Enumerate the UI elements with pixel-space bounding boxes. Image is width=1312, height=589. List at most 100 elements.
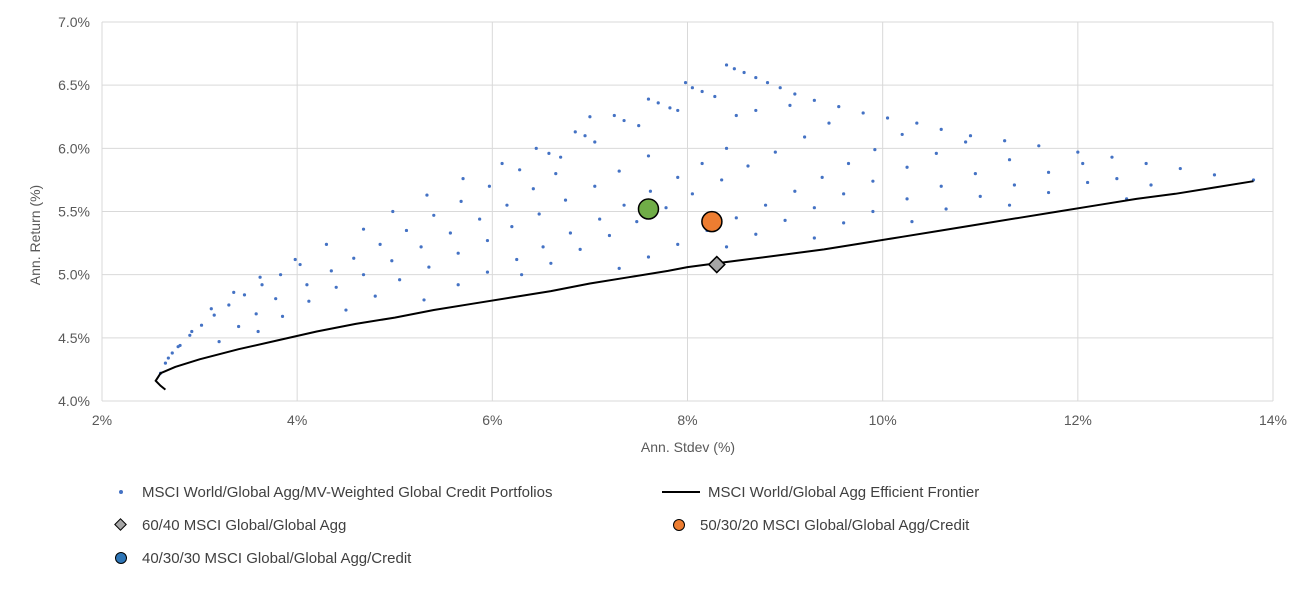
portfolio-point (1007, 203, 1012, 207)
portfolio-point (232, 290, 236, 294)
legend-item-40-30-30: 40/30/30 MSCI Global/Global Agg/Credit (106, 548, 411, 568)
portfolio-point (422, 298, 426, 302)
portfolio-point (307, 299, 311, 303)
portfolio-point (676, 242, 680, 246)
y-tick-label: 6.0% (58, 140, 90, 156)
portfolio-point (871, 179, 875, 183)
portfolio-point (617, 169, 621, 173)
portfolio-point (520, 273, 524, 277)
portfolio-point (242, 293, 247, 297)
portfolio-point (485, 238, 490, 243)
legend-label: MSCI World/Global Agg/MV-Weighted Global… (142, 483, 553, 501)
portfolio-point (871, 209, 875, 214)
portfolio-point (683, 81, 688, 85)
portfolio-point (754, 75, 758, 80)
portfolio-point (459, 199, 463, 203)
portfolio-point (793, 92, 797, 96)
portfolio-point (578, 247, 582, 251)
portfolio-point (541, 245, 545, 249)
portfolio-point (612, 113, 616, 118)
portfolio-point (166, 356, 170, 360)
portfolio-point (978, 194, 982, 198)
portfolio-point (391, 209, 395, 214)
portfolio-point (534, 146, 538, 150)
portfolio-point (803, 135, 807, 139)
portfolio-point (456, 283, 460, 287)
portfolio-point (305, 283, 309, 287)
portfolio-point (788, 103, 792, 107)
y-tick-label: 5.5% (58, 204, 90, 220)
portfolio-point (461, 177, 465, 181)
portfolio-point (905, 165, 909, 169)
portfolio-point (334, 285, 338, 289)
portfolio-point (837, 105, 841, 109)
y-tick-label: 4.5% (58, 330, 90, 346)
portfolio-point (656, 101, 660, 105)
portfolio-point (487, 184, 492, 188)
portfolio-point (237, 324, 241, 329)
y-tick-labels: 4.0% 4.5% 5.0% 5.5% 6.0% 6.5% 7.0% (58, 14, 90, 409)
portfolio-point (635, 220, 639, 224)
portfolio-point (378, 242, 382, 246)
blue-circle-icon (106, 548, 136, 568)
portfolio-point (713, 94, 717, 99)
portfolio-point (910, 220, 914, 224)
portfolio-point (227, 303, 231, 307)
portfolio-point (176, 345, 180, 349)
x-tick-label: 14% (1259, 412, 1287, 428)
y-tick-label: 6.5% (58, 77, 90, 93)
portfolio-point (1007, 158, 1012, 162)
portfolio-point (1046, 170, 1051, 174)
portfolio-point (646, 255, 651, 259)
portfolio-point (622, 203, 626, 207)
legend: MSCI World/Global Agg/MV-Weighted Global… (0, 482, 1312, 582)
portfolio-point (280, 314, 285, 318)
portfolio-point (1046, 190, 1051, 195)
legend-item-portfolios: MSCI World/Global Agg/MV-Weighted Global… (106, 482, 552, 502)
portfolio-point (861, 111, 865, 115)
portfolio-point (742, 70, 746, 75)
portfolio-point (298, 262, 302, 267)
portfolio-point (690, 86, 694, 90)
portfolio-point (778, 86, 782, 90)
y-tick-label: 5.0% (58, 267, 90, 283)
legend-label: 40/30/30 MSCI Global/Global Agg/Credit (142, 549, 412, 567)
portfolio-point (163, 361, 168, 365)
portfolio-point (593, 184, 597, 188)
portfolio-point (812, 206, 816, 210)
portfolio-point (812, 236, 816, 240)
x-tick-label: 4% (287, 412, 307, 428)
portfolio-point (622, 118, 626, 123)
portfolio-point (648, 189, 653, 193)
portfolio-point (549, 261, 553, 265)
portfolio-point (1012, 183, 1017, 187)
portfolio-point (724, 245, 729, 249)
portfolio-point (827, 121, 831, 125)
portfolio-point (934, 151, 938, 155)
portfolio-point (1003, 139, 1007, 143)
line-marker-icon (662, 482, 702, 502)
portfolio-point (734, 216, 738, 220)
portfolio-point (746, 164, 750, 168)
portfolio-point (720, 178, 724, 182)
diamond-60-40-point (707, 255, 726, 274)
portfolio-point (734, 113, 738, 118)
portfolio-point (754, 108, 758, 113)
x-tick-label: 12% (1064, 412, 1092, 428)
portfolio-point (329, 269, 333, 273)
portfolio-point (676, 108, 680, 113)
portfolio-point (793, 189, 797, 193)
portfolio-point (664, 206, 668, 210)
portfolio-point (593, 140, 597, 144)
portfolio-point (846, 161, 851, 166)
portfolio-point (885, 116, 890, 120)
highlight-markers (637, 198, 726, 274)
scatter-chart: 4.0% 4.5% 5.0% 5.5% 6.0% 6.5% 7.0% 2% 4% 6% 8% 10%… (27, 14, 1287, 455)
portfolio-point (344, 308, 348, 312)
portfolio-point (724, 63, 729, 67)
portfolio-point (763, 203, 768, 207)
portfolio-point (944, 207, 948, 211)
portfolio-point (427, 265, 431, 269)
portfolio-point (915, 121, 919, 125)
portfolio-point (573, 130, 577, 134)
